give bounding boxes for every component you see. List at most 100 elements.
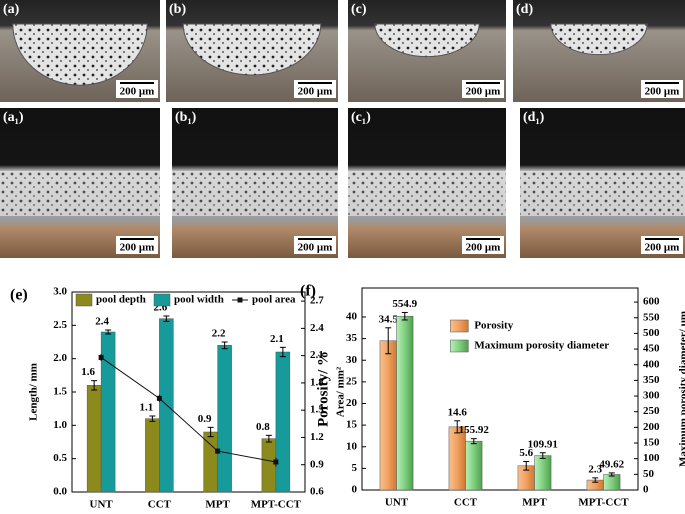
value-label: 0.9 bbox=[198, 413, 212, 425]
value-label: 1.6 bbox=[81, 366, 95, 378]
scale-label: 200 μm bbox=[298, 86, 333, 98]
bar bbox=[465, 440, 483, 491]
x-tick-label: MPT bbox=[522, 497, 547, 509]
legend-label: Porosity bbox=[474, 320, 513, 332]
y-axis-label: Length/ mm bbox=[28, 363, 40, 421]
bar bbox=[448, 426, 466, 491]
y2-tick-label: 600 bbox=[643, 296, 660, 308]
value-label: 2.3 bbox=[588, 463, 602, 475]
y-tick-label: 15 bbox=[346, 419, 358, 431]
x-tick-label: CCT bbox=[148, 499, 172, 509]
y-tick-label: 1.5 bbox=[53, 386, 67, 398]
value-label: 155.92 bbox=[459, 424, 490, 436]
y2-tick-label: 1.8 bbox=[310, 376, 324, 388]
y2-tick-label: 2.1 bbox=[310, 349, 324, 361]
bar bbox=[261, 438, 277, 493]
legend-swatch bbox=[450, 339, 469, 353]
y-tick-label: 40 bbox=[346, 311, 358, 323]
y-tick-label: 0.0 bbox=[53, 486, 67, 498]
line-marker bbox=[273, 459, 279, 465]
panel-label: (b) bbox=[169, 2, 186, 17]
value-label: 14.6 bbox=[448, 406, 468, 418]
y2-tick-label: 500 bbox=[643, 327, 660, 339]
porous-layer bbox=[348, 171, 506, 216]
y-tick-label: 0 bbox=[352, 484, 358, 496]
scale-label: 200 μm bbox=[120, 86, 155, 98]
bar bbox=[145, 418, 160, 493]
scale-label: 200 μm bbox=[298, 242, 333, 254]
scale-label: 200 μm bbox=[120, 242, 155, 254]
scale-box bbox=[641, 236, 683, 254]
scale-label: 200 μm bbox=[645, 242, 680, 254]
x-tick-label: UNT bbox=[385, 497, 409, 509]
scale-box bbox=[116, 236, 158, 254]
x-tick-label: MPT-CCT bbox=[251, 499, 302, 509]
legend-swatch bbox=[450, 319, 469, 333]
y-tick-label: 5 bbox=[352, 462, 358, 474]
value-label: 5.6 bbox=[519, 447, 533, 459]
y-tick-label: 35 bbox=[346, 332, 358, 344]
panel-label: (b₁) bbox=[175, 110, 197, 125]
y2-tick-label: 2.4 bbox=[310, 322, 324, 334]
y2-tick-label: 1.5 bbox=[310, 404, 324, 416]
y2-tick-label: 350 bbox=[643, 374, 660, 386]
y-tick-label: 3.0 bbox=[53, 286, 67, 298]
scale-box bbox=[641, 80, 683, 98]
y2-tick-label: 50 bbox=[643, 468, 655, 480]
weld-pool bbox=[550, 23, 648, 56]
legend-label: Maximum porosity diameter bbox=[474, 340, 609, 352]
bar bbox=[86, 385, 102, 493]
weld-pool bbox=[374, 23, 480, 58]
y2-tick-label: 2.7 bbox=[310, 295, 324, 307]
y-axis-label: Porosity/ % bbox=[315, 351, 331, 427]
line-marker bbox=[98, 354, 104, 360]
value-label: 1.1 bbox=[140, 402, 154, 414]
plot-frame bbox=[361, 287, 639, 491]
value-label: 554.9 bbox=[392, 298, 417, 310]
panel-label: (a₁) bbox=[3, 110, 24, 125]
x-tick-label: CCT bbox=[454, 497, 478, 509]
scale-box bbox=[462, 80, 504, 98]
scale-box bbox=[462, 236, 504, 254]
y2-tick-label: 0 bbox=[643, 484, 649, 496]
y-tick-label: 0.5 bbox=[53, 452, 67, 464]
x-tick-label: UNT bbox=[90, 499, 114, 509]
value-label: 2.4 bbox=[95, 316, 109, 328]
porous-layer bbox=[520, 171, 685, 216]
value-label: 109.91 bbox=[528, 438, 558, 450]
y2-axis-label: Area/ mm² bbox=[335, 366, 347, 417]
panel-label: (c₁) bbox=[351, 110, 371, 125]
bar bbox=[534, 455, 552, 491]
y2-tick-label: 1.2 bbox=[310, 431, 324, 443]
panel-label: (c) bbox=[351, 2, 367, 17]
panel-label: (d) bbox=[516, 2, 533, 17]
y-tick-label: 30 bbox=[346, 354, 358, 366]
porous-layer bbox=[172, 171, 338, 216]
legend-label: pool area bbox=[252, 294, 296, 306]
y2-tick-label: 450 bbox=[643, 343, 660, 355]
value-label: 0.8 bbox=[256, 421, 270, 433]
y2-tick-label: 0.9 bbox=[310, 458, 324, 470]
y-tick-label: 25 bbox=[346, 375, 358, 387]
panel-label: (a) bbox=[3, 2, 20, 17]
x-tick-label: MPT-CCT bbox=[578, 497, 629, 509]
scale-box bbox=[294, 236, 336, 254]
value-label: 2.1 bbox=[270, 333, 284, 345]
legend-swatch bbox=[75, 293, 93, 307]
y-tick-label: 2.0 bbox=[53, 352, 67, 364]
bar bbox=[217, 345, 232, 493]
y-tick-label: 1.0 bbox=[53, 419, 67, 431]
legend-label: pool depth bbox=[96, 294, 146, 306]
value-label: 34.5 bbox=[379, 313, 399, 325]
y-tick-label: 10 bbox=[346, 440, 358, 452]
y-tick-label: 2.5 bbox=[53, 319, 67, 331]
panel-label: (d₁) bbox=[523, 110, 545, 125]
legend-label: pool width bbox=[174, 294, 224, 306]
bar bbox=[379, 340, 397, 491]
area-line bbox=[100, 357, 276, 463]
bar bbox=[603, 474, 621, 491]
weld-pool bbox=[182, 23, 322, 76]
line-marker bbox=[156, 395, 162, 401]
value-label: 49.62 bbox=[599, 458, 624, 470]
